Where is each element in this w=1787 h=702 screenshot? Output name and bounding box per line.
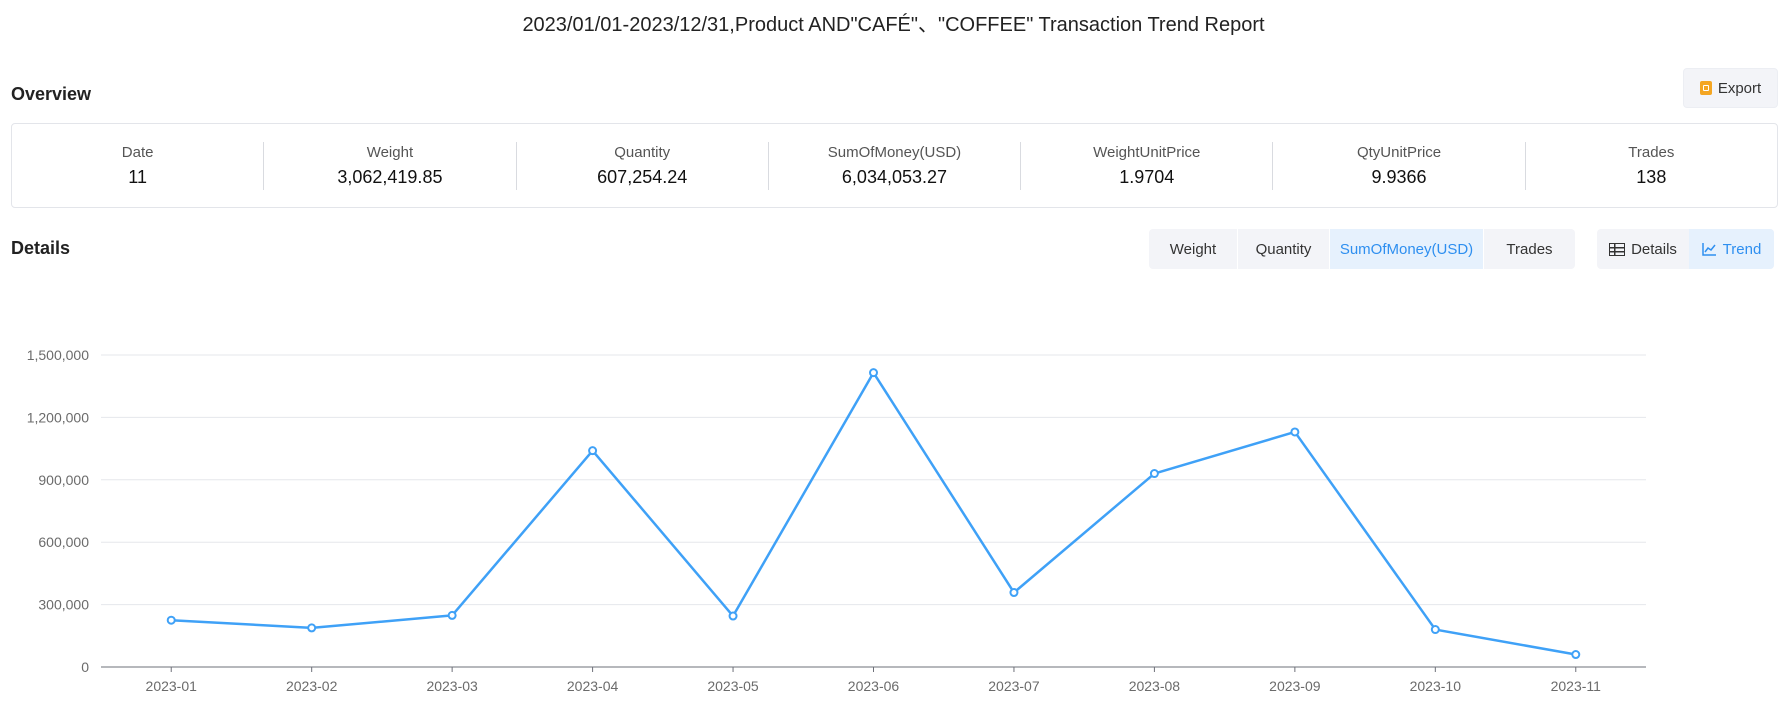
view-tab-group: Details Trend — [1597, 229, 1774, 269]
x-tick-label: 2023-02 — [286, 678, 338, 694]
data-point[interactable] — [447, 610, 457, 620]
y-tick-label: 0 — [81, 659, 89, 675]
data-point[interactable] — [1290, 427, 1300, 437]
chart-grid — [101, 354, 1646, 606]
stat-label: Trades — [1628, 143, 1675, 161]
line-chart-icon — [1701, 243, 1716, 256]
x-tick-label: 2023-07 — [988, 678, 1040, 694]
data-point[interactable] — [869, 368, 878, 378]
stat-value: 9.9366 — [1371, 166, 1427, 187]
stat-value: 11 — [128, 166, 147, 187]
y-tick-label: 900,000 — [38, 472, 89, 488]
stat-weight-unit-price: WeightUnitPrice 1.9704 — [1021, 141, 1274, 190]
trend-view-button[interactable]: Trend — [1689, 229, 1774, 269]
y-tick-label: 1,500,000 — [27, 347, 89, 363]
x-tick-label: 2023-04 — [567, 678, 619, 694]
stat-weight: Weight 3,062,419.85 — [264, 141, 517, 190]
stat-trades: Trades 138 — [1526, 142, 1777, 190]
x-tick-label: 2023-08 — [1129, 678, 1181, 694]
stat-label: Date — [121, 143, 154, 161]
data-point[interactable] — [307, 623, 317, 633]
x-tick-label: 2023-11 — [1551, 678, 1602, 694]
overview-stats-panel: Date 11 Weight 3,062,419.85 Quantity 607… — [11, 123, 1778, 208]
stat-sum-of-money: SumOfMoney(USD) 6,034,053.27 — [769, 141, 1022, 190]
chart-y-axis-labels: 0 300,000 600,000 900,000 1,200,000 1,500,000 — [27, 347, 90, 675]
stat-value: 3,062,419.85 — [337, 166, 443, 187]
chart-series — [166, 368, 1581, 660]
chart-x-axis — [101, 666, 1646, 672]
stat-value: 1.9704 — [1119, 166, 1175, 187]
data-point[interactable] — [1149, 469, 1159, 479]
y-tick-label: 600,000 — [38, 534, 89, 550]
tab-weight[interactable]: Weight — [1149, 229, 1238, 269]
details-title: Details — [11, 238, 71, 258]
table-icon — [1609, 242, 1626, 256]
stat-label: Quantity — [614, 143, 671, 161]
y-tick-label: 1,200,000 — [27, 409, 89, 425]
data-point[interactable] — [1009, 588, 1019, 598]
overview-title: Overview — [11, 84, 92, 104]
report-title: 2023/01/01-2023/12/31,Product AND"CAFÉ"、… — [522, 14, 1265, 36]
metric-tab-group: Weight Quantity SumOfMoney(USD) Trades — [1149, 229, 1575, 269]
data-point[interactable] — [1571, 650, 1581, 660]
tab-sum-of-money[interactable]: SumOfMoney(USD) — [1330, 229, 1484, 269]
chart-x-axis-labels: 2023-01 2023-02 2023-03 2023-04 2023-05 2023-… — [146, 678, 1602, 694]
export-button-label: Export — [1717, 79, 1762, 97]
data-point[interactable] — [166, 615, 176, 625]
stat-value: 607,254.24 — [597, 166, 688, 187]
stat-label: Weight — [366, 143, 414, 161]
x-tick-label: 2023-06 — [848, 678, 900, 694]
stat-value: 138 — [1636, 166, 1667, 187]
stat-label: WeightUnitPrice — [1093, 143, 1201, 161]
details-view-label: Details — [1631, 240, 1677, 258]
stat-quantity: Quantity 607,254.24 — [517, 141, 769, 190]
details-view-button[interactable]: Details — [1597, 229, 1689, 269]
data-point[interactable] — [728, 611, 738, 621]
trend-line-chart: 0 300,000 600,000 900,000 1,200,000 1,500,000… — [27, 347, 1646, 694]
data-point[interactable] — [588, 446, 598, 456]
tab-quantity[interactable]: Quantity — [1238, 229, 1330, 269]
y-tick-label: 300,000 — [38, 597, 89, 613]
stat-qty-unit-price: QtyUnitPrice 9.9366 — [1273, 141, 1526, 190]
x-tick-label: 2023-05 — [707, 678, 759, 694]
stat-date: Date 11 — [12, 141, 265, 190]
tab-trades[interactable]: Trades — [1506, 240, 1553, 258]
trend-view-label: Trend — [1722, 240, 1762, 258]
x-tick-label: 2023-09 — [1269, 678, 1321, 694]
x-tick-label: 2023-10 — [1410, 678, 1462, 694]
x-tick-label: 2023-03 — [426, 678, 478, 694]
stat-value: 6,034,053.27 — [841, 166, 948, 187]
export-button[interactable]: Export — [1683, 68, 1778, 108]
stat-label: SumOfMoney(USD) — [827, 143, 962, 161]
document-export-icon — [1699, 81, 1712, 95]
series-line — [171, 371, 1576, 656]
data-point[interactable] — [1430, 625, 1440, 635]
x-tick-label: 2023-01 — [146, 678, 198, 694]
stat-label: QtyUnitPrice — [1356, 143, 1442, 161]
